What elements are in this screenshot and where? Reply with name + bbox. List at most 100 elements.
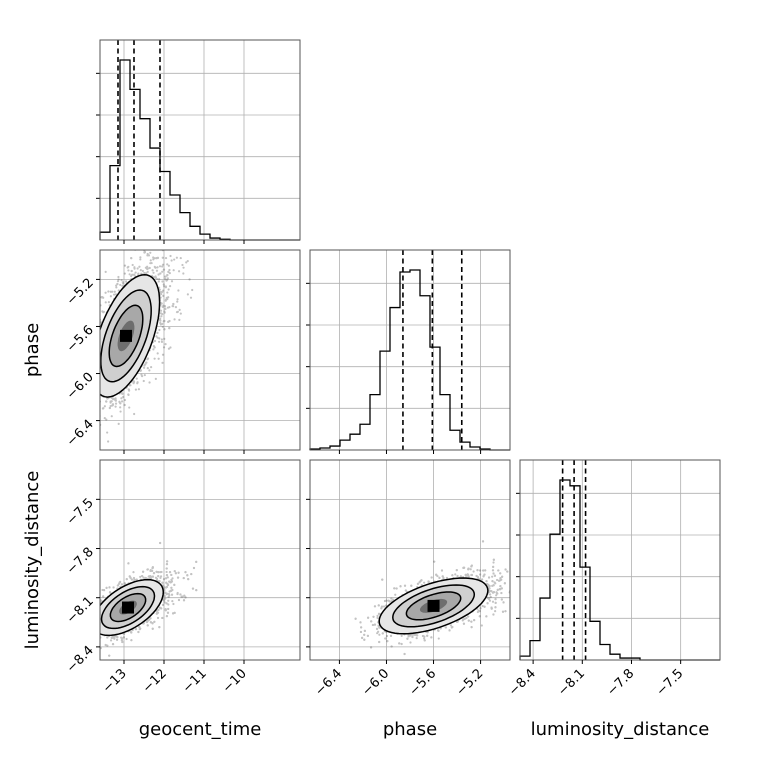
sample-point <box>195 589 198 592</box>
sample-point <box>96 412 98 414</box>
sample-point <box>80 628 82 630</box>
sample-point <box>172 305 175 308</box>
sample-point <box>94 357 96 359</box>
sample-point <box>161 290 164 294</box>
sample-point <box>111 643 115 646</box>
sample-point <box>102 589 106 592</box>
sample-point <box>168 285 172 288</box>
sample-point <box>166 274 169 277</box>
sample-point <box>91 352 93 354</box>
sample-point <box>165 297 169 301</box>
sample-point <box>123 582 127 585</box>
sample-point <box>162 598 166 601</box>
sample-point <box>96 625 98 627</box>
sample-point <box>154 266 157 269</box>
sample-point <box>93 340 95 342</box>
sample-point <box>116 280 120 283</box>
sample-point <box>191 587 195 590</box>
sample-point <box>148 575 152 579</box>
sample-point <box>157 273 160 276</box>
sample-point <box>163 601 166 604</box>
sample-point <box>84 636 86 638</box>
sample-point <box>81 638 83 640</box>
sample-point <box>157 357 160 360</box>
sample-point <box>152 271 155 274</box>
sample-point <box>153 620 156 623</box>
sample-point <box>156 266 159 269</box>
sample-point <box>149 251 152 254</box>
sample-point <box>143 373 146 377</box>
sample-point <box>163 305 167 308</box>
sample-point <box>108 654 111 657</box>
sample-point <box>142 570 145 573</box>
sample-point <box>173 318 176 321</box>
sample-point <box>135 578 138 581</box>
sample-point <box>130 578 133 581</box>
sample-point <box>151 575 155 578</box>
sample-point <box>95 375 97 377</box>
sample-point <box>166 278 169 282</box>
sample-point <box>88 346 90 348</box>
sample-point <box>114 402 118 405</box>
sample-point <box>95 632 97 634</box>
sample-point <box>163 305 167 308</box>
sample-point <box>128 273 131 276</box>
sample-point <box>145 620 149 624</box>
sample-point <box>108 586 111 589</box>
sample-point <box>127 388 130 391</box>
sample-point <box>83 395 85 397</box>
sample-point <box>88 359 90 361</box>
sample-point <box>96 371 98 373</box>
sample-point <box>96 370 98 372</box>
sample-point <box>116 635 119 639</box>
sample-point <box>97 323 99 325</box>
sample-point <box>111 404 114 407</box>
sample-point <box>165 581 168 584</box>
sample-point <box>128 575 131 578</box>
sample-point <box>142 379 145 383</box>
sample-point <box>94 361 96 363</box>
sample-point <box>145 361 148 364</box>
sample-point <box>138 265 141 268</box>
sample-point <box>164 275 167 278</box>
sample-point <box>91 415 93 417</box>
sample-point <box>162 289 165 292</box>
sample-point <box>177 270 181 273</box>
sample-point <box>162 268 166 271</box>
sample-point <box>97 390 99 392</box>
sample-point <box>88 625 90 627</box>
sample-point <box>159 317 162 320</box>
sample-point <box>136 381 139 384</box>
sample-point <box>167 264 170 267</box>
sample-point <box>112 397 115 401</box>
sample-point <box>160 340 164 343</box>
sample-point <box>166 560 169 563</box>
sample-point <box>160 315 163 318</box>
sample-point <box>97 381 99 383</box>
sample-point <box>93 628 95 630</box>
sample-point <box>113 398 116 401</box>
sample-point <box>148 266 151 270</box>
sample-point <box>130 274 133 278</box>
sample-point <box>167 270 170 273</box>
sample-point <box>97 381 99 383</box>
sample-point <box>153 339 157 343</box>
sample-point <box>84 361 86 363</box>
hist-geocent_time <box>99 59 300 241</box>
y-tick-label-phase-2: −5.6 <box>64 323 97 356</box>
panel-frame-geocent_time-phase <box>99 249 301 451</box>
sample-point <box>97 642 99 644</box>
sample-point <box>173 583 176 586</box>
sample-point <box>166 273 169 277</box>
sample-point <box>149 569 152 572</box>
sample-point <box>179 312 182 315</box>
sample-point <box>92 628 94 630</box>
sample-point <box>157 571 160 574</box>
sample-point <box>166 273 169 277</box>
sample-point <box>152 256 155 259</box>
sample-point <box>108 591 112 594</box>
sample-point <box>91 392 93 394</box>
sample-point <box>83 411 85 413</box>
sample-point <box>152 348 155 351</box>
sample-point <box>165 279 168 282</box>
